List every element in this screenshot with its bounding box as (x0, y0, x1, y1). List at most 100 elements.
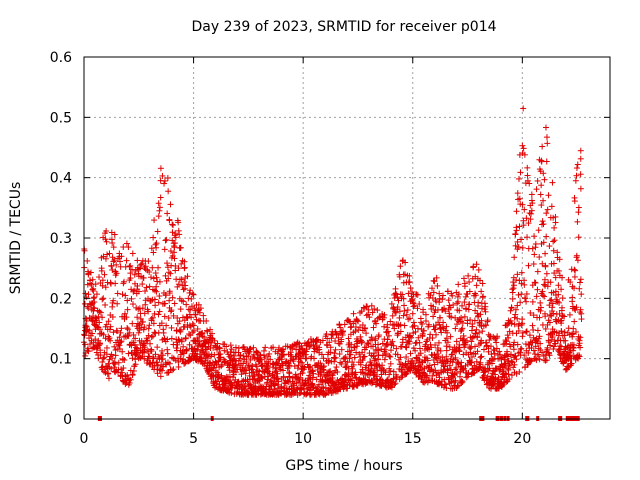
data-point (159, 347, 166, 354)
data-point (99, 296, 106, 303)
data-point (82, 290, 89, 297)
data-point (90, 295, 97, 302)
data-point (152, 351, 159, 358)
data-point (183, 346, 190, 353)
data-point (256, 378, 263, 385)
data-point (166, 290, 173, 297)
data-point (92, 336, 99, 343)
data-point (123, 240, 130, 247)
data-point (160, 363, 167, 370)
data-point (96, 308, 103, 315)
data-point (218, 363, 225, 370)
data-point (164, 175, 171, 182)
data-point (111, 364, 118, 371)
data-point (97, 340, 104, 347)
data-point (266, 350, 273, 357)
data-point (258, 363, 265, 370)
data-point (214, 378, 221, 385)
data-point (113, 270, 120, 277)
data-point (147, 340, 154, 347)
data-point (318, 351, 325, 358)
data-point (178, 260, 185, 267)
data-point (142, 288, 149, 295)
data-point (95, 313, 102, 320)
data-point (109, 239, 116, 246)
data-point (284, 378, 291, 385)
data-point (181, 360, 188, 367)
data-point (140, 326, 147, 333)
data-point (311, 355, 318, 362)
data-point (163, 236, 170, 243)
data-point (81, 332, 88, 339)
data-point (86, 327, 93, 334)
data-point (111, 343, 118, 350)
data-point (143, 284, 150, 291)
data-point (89, 330, 96, 337)
data-point (250, 344, 257, 351)
data-point (154, 370, 161, 377)
data-point (102, 255, 109, 262)
data-point (326, 357, 333, 364)
data-point (118, 325, 125, 332)
data-point (151, 310, 158, 317)
data-point (146, 268, 153, 275)
data-point (164, 210, 171, 217)
data-point (145, 332, 152, 339)
data-point (186, 289, 193, 296)
data-point (159, 352, 166, 359)
data-point (119, 291, 126, 298)
data-point (137, 261, 144, 268)
data-point (232, 361, 239, 368)
data-point (299, 377, 306, 384)
data-point (173, 327, 180, 334)
data-point (133, 346, 140, 353)
data-point (111, 368, 118, 375)
data-point (155, 264, 162, 271)
data-point (98, 267, 105, 274)
data-point (339, 375, 346, 382)
data-point (105, 318, 112, 325)
data-point (164, 336, 171, 343)
data-point (211, 337, 218, 344)
data-point (275, 381, 282, 388)
data-point (307, 342, 314, 349)
data-point (172, 234, 179, 241)
data-point (217, 354, 224, 361)
data-point (111, 359, 118, 366)
data-point (92, 281, 99, 288)
data-point (307, 363, 314, 370)
data-point (152, 270, 159, 277)
data-point (139, 305, 146, 312)
data-point (130, 301, 137, 308)
data-point (116, 342, 123, 349)
data-point (148, 348, 155, 355)
data-point (157, 165, 164, 172)
data-point (188, 295, 195, 302)
data-point (144, 337, 151, 344)
data-point (81, 247, 88, 254)
data-point (208, 339, 215, 346)
data-point (101, 271, 108, 278)
data-point (120, 280, 127, 287)
data-point (245, 353, 252, 360)
data-point (177, 306, 184, 313)
data-point (101, 354, 108, 361)
data-point (146, 283, 153, 290)
data-point (286, 386, 293, 393)
data-point (162, 237, 169, 244)
data-point (153, 240, 160, 247)
data-point (290, 390, 297, 397)
data-point (103, 227, 110, 234)
data-point (264, 376, 271, 383)
data-point (135, 329, 142, 336)
data-point (317, 373, 324, 380)
data-point (183, 313, 190, 320)
data-point (340, 328, 347, 335)
data-point (110, 258, 117, 265)
data-point (197, 305, 204, 312)
data-point (149, 333, 156, 340)
data-point (246, 346, 253, 353)
data-point (168, 324, 175, 331)
data-point (128, 295, 135, 302)
data-point (309, 374, 316, 381)
